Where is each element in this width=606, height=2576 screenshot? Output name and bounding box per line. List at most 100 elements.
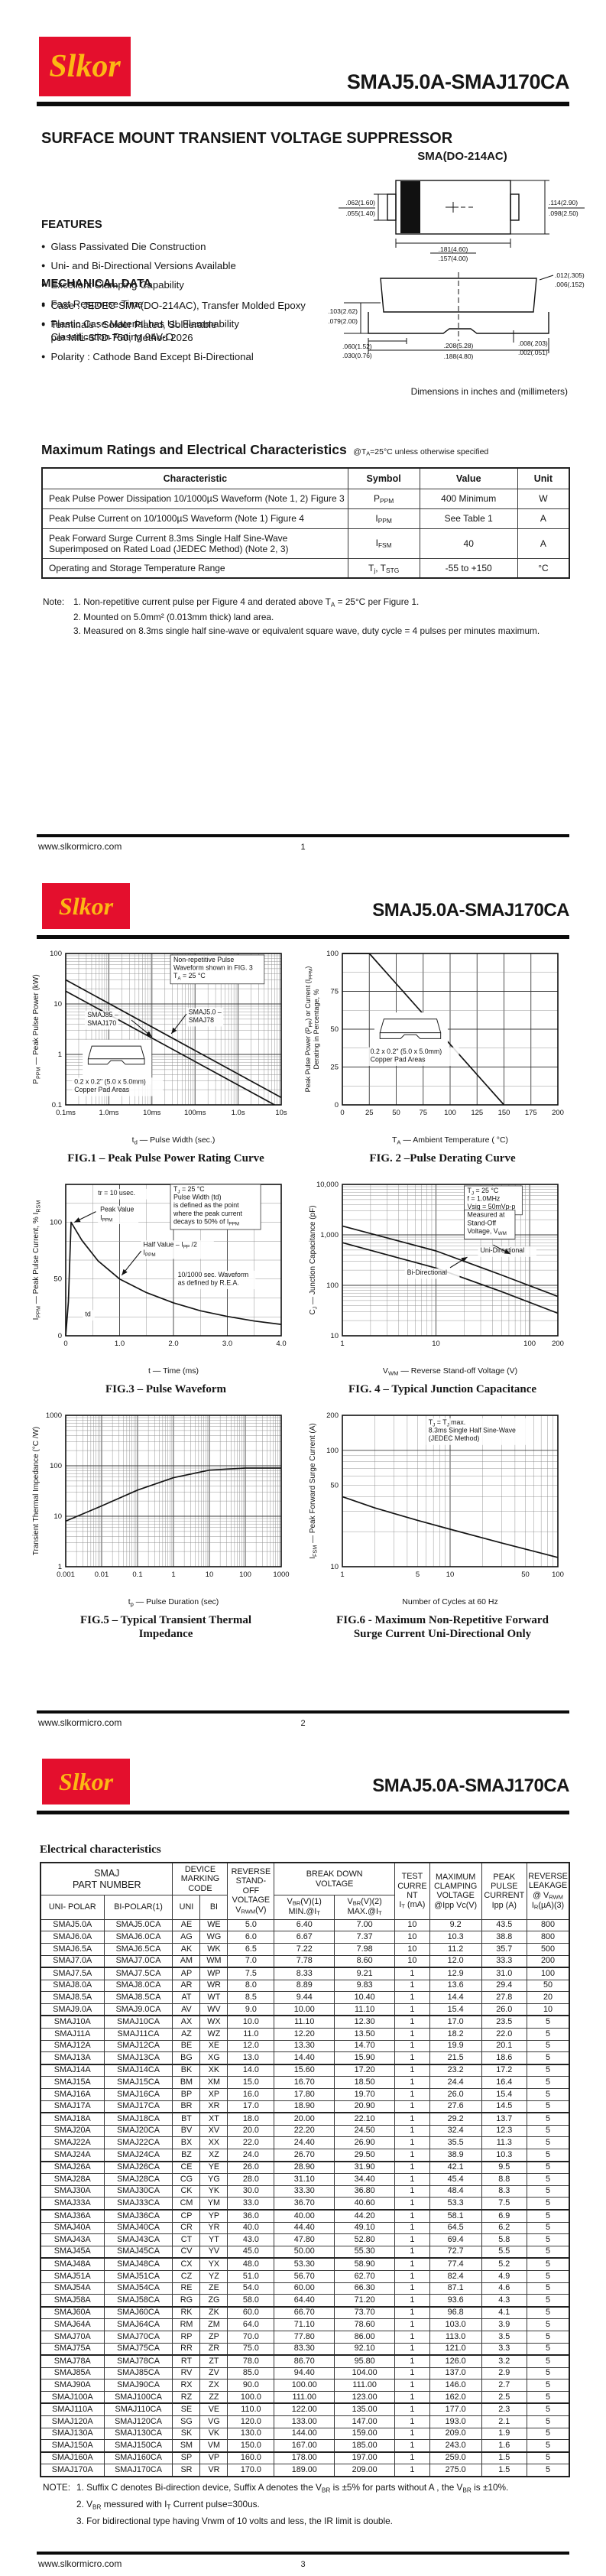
electrical-characteristics-table: SMAJ PART NUMBER DEVICE MARKING CODE REVERSE S… xyxy=(40,1862,570,2478)
elec-cell: 10 xyxy=(394,1954,430,1968)
svg-text:100: 100 xyxy=(50,1218,62,1226)
figure-1-chart: 0.1ms 1.0ms 10ms 100ms 1.0s 10s 0.1 1 10 100 td — … xyxy=(32,950,287,1145)
elec-cell: 94.40 xyxy=(274,2366,335,2380)
elec-part-row: SMAJ40A SMAJ40CA CR YR 40.0 44.40 49.10 1 64.5 6.… xyxy=(40,2221,570,2235)
elec-cell: 5 xyxy=(527,2451,570,2465)
elec-cell: 14.0 xyxy=(227,2063,275,2077)
elec-cell: 5 xyxy=(527,2088,570,2101)
elec-cell: YR xyxy=(199,2221,228,2235)
note-item: 1. Suffix C denotes Bi-direction device,… xyxy=(76,2482,509,2494)
elec-cell: 8.5 xyxy=(227,1991,275,2004)
elec-cell: WR xyxy=(199,1979,228,1993)
elec-cell: 1 xyxy=(394,2451,430,2465)
ratings-header-row: Characteristic Symbol Value Unit xyxy=(41,467,570,489)
svg-text:100: 100 xyxy=(50,950,62,958)
elec-cell: SMAJ22A xyxy=(40,2136,105,2149)
elec-cell: 9.83 xyxy=(334,1979,396,1993)
svg-text:1: 1 xyxy=(340,1571,344,1579)
elec-cell: 12.9 xyxy=(429,1967,482,1980)
elec-part-row: SMAJ45A SMAJ45CA CV YV 45.0 50.00 55.30 1 72.7 5.… xyxy=(40,2245,570,2259)
svg-text:10: 10 xyxy=(432,1340,440,1348)
figure-4: 1 10 100 200 10 100 1,000 10,000 VWM — Reverse S… xyxy=(304,1177,581,1397)
elec-cell: 16.0 xyxy=(227,2088,275,2101)
svg-text:Uni-Directional: Uni-Directional xyxy=(480,1246,524,1254)
elec-cell: SMAJ33A xyxy=(40,2197,105,2211)
elec-cell: RZ xyxy=(172,2390,201,2404)
elec-cell: XR xyxy=(199,2100,228,2113)
elec-cell: 1 xyxy=(394,2318,430,2331)
elec-cell: 14.5 xyxy=(481,2100,528,2113)
elec-cell: XT xyxy=(199,2112,228,2126)
elec-cell: 5 xyxy=(527,2039,570,2053)
svg-text:100ms: 100ms xyxy=(184,1109,206,1117)
elec-cell: SMAJ78CA xyxy=(103,2354,173,2368)
elec-cell: SMAJ20CA xyxy=(103,2124,173,2138)
elec-cell: 77.80 xyxy=(274,2330,335,2344)
elec-cell: ZT xyxy=(199,2354,228,2368)
bullet-icon: ● xyxy=(41,319,46,327)
elec-column-header: REVERSE STAND- OFF VOLTAGE VRWM(V) xyxy=(227,1862,275,1920)
svg-text:Transient Thermal Impedance (°: Transient Thermal Impedance (°C /W) xyxy=(32,1426,41,1555)
elec-cell: YM xyxy=(199,2197,228,2211)
svg-text:0.01: 0.01 xyxy=(95,1571,109,1579)
elec-cell: 28.0 xyxy=(227,2173,275,2186)
elec-part-row: SMAJ17A SMAJ17CA BR XR 17.0 18.90 20.90 1 27.6 14… xyxy=(40,2100,570,2113)
elec-cell: SMAJ30A xyxy=(40,2185,105,2198)
dim-side-top-max: .012(.305) xyxy=(555,271,585,279)
note-item: 2. Mounted on 5.0mm² (0.013mm thick) lan… xyxy=(73,611,274,622)
elec-part-row: SMAJ70A SMAJ70CA RP ZP 70.0 77.80 86.00 1 113.0 3… xyxy=(40,2330,570,2344)
elec-cell: AE xyxy=(172,1918,201,1932)
footer-page-number: 2 xyxy=(300,1719,306,1728)
elec-cell: 7.37 xyxy=(334,1931,396,1944)
elec-cell: 87.1 xyxy=(429,2282,482,2295)
svg-text:Non-repetitive Pulse: Non-repetitive Pulse xyxy=(173,956,234,963)
elec-cell: 24.0 xyxy=(227,2148,275,2162)
elec-cell: 1 xyxy=(394,2427,430,2441)
svg-text:50: 50 xyxy=(330,1481,339,1489)
elec-cell: AR xyxy=(172,1979,201,1993)
elec-cell: 9.0 xyxy=(227,2003,275,2016)
elec-cell: ZP xyxy=(199,2330,228,2344)
svg-text:200: 200 xyxy=(552,1109,564,1117)
mechanical-item-text: Polarity : Cathode Band Except Bi-Direct… xyxy=(50,351,254,363)
svg-text:IPPM: IPPM xyxy=(144,1249,156,1258)
elec-cell: 50.00 xyxy=(274,2245,335,2259)
elec-cell: 40.00 xyxy=(274,2208,335,2223)
mechanical-item: ● Case : JEDEC SMA(DO-214AC), Transfer Mo… xyxy=(41,299,320,312)
elec-cell: 40.0 xyxy=(227,2221,275,2235)
svg-text:50: 50 xyxy=(521,1571,530,1579)
elec-cell: 5 xyxy=(527,2402,570,2417)
elec-cell: 4.3 xyxy=(481,2294,528,2308)
elec-cell: SMAJ8.0CA xyxy=(103,1979,173,1993)
elec-cell: 20 xyxy=(527,1991,570,2004)
elec-cell: RG xyxy=(172,2294,201,2308)
figure-6: 1 5 10 50 100 10 50 100 200 Number of Cycles at 6… xyxy=(304,1408,581,1642)
elec-cell: 33.3 xyxy=(481,1954,528,1968)
elec-cell: SMAJ48CA xyxy=(103,2257,173,2271)
elec-cell: SMAJ7.5A xyxy=(40,1967,105,1980)
elec-cell: 243.0 xyxy=(429,2439,482,2453)
elec-cell: SMAJ40CA xyxy=(103,2221,173,2235)
elec-cell: 11.0 xyxy=(227,2028,275,2041)
elec-cell: 113.0 xyxy=(429,2330,482,2344)
elec-part-row: SMAJ33A SMAJ33CA CM YM 33.0 36.70 40.60 1 53.3 7.… xyxy=(40,2197,570,2211)
header-rule xyxy=(37,1811,569,1814)
elec-cell: 35.7 xyxy=(481,1942,528,1956)
svg-text:tr = 10 usec.: tr = 10 usec. xyxy=(98,1189,135,1197)
elec-cell: SMAJ58A xyxy=(40,2294,105,2308)
mechanical-section: MECHANICAL DATA ● Case : JEDEC SMA(DO-214… xyxy=(41,277,320,370)
elec-cell: 1 xyxy=(394,2354,430,2368)
elec-cell: 800 xyxy=(527,1931,570,1944)
elec-cell: 5.2 xyxy=(481,2257,528,2271)
header-rule xyxy=(37,102,569,106)
elec-cell: 16.70 xyxy=(274,2076,335,2090)
elec-cell: RT xyxy=(172,2354,201,2368)
elec-cell: 10.0 xyxy=(227,2015,275,2029)
elec-cell: 7.00 xyxy=(334,1918,396,1932)
svg-text:150: 150 xyxy=(498,1109,510,1117)
elec-cell: 1 xyxy=(394,2269,430,2283)
elec-cell: 10.3 xyxy=(481,2148,528,2162)
elec-cell: SMAJ6.5CA xyxy=(103,1942,173,1956)
elec-cell: 1 xyxy=(394,2439,430,2453)
elec-cell: 1 xyxy=(394,2366,430,2380)
